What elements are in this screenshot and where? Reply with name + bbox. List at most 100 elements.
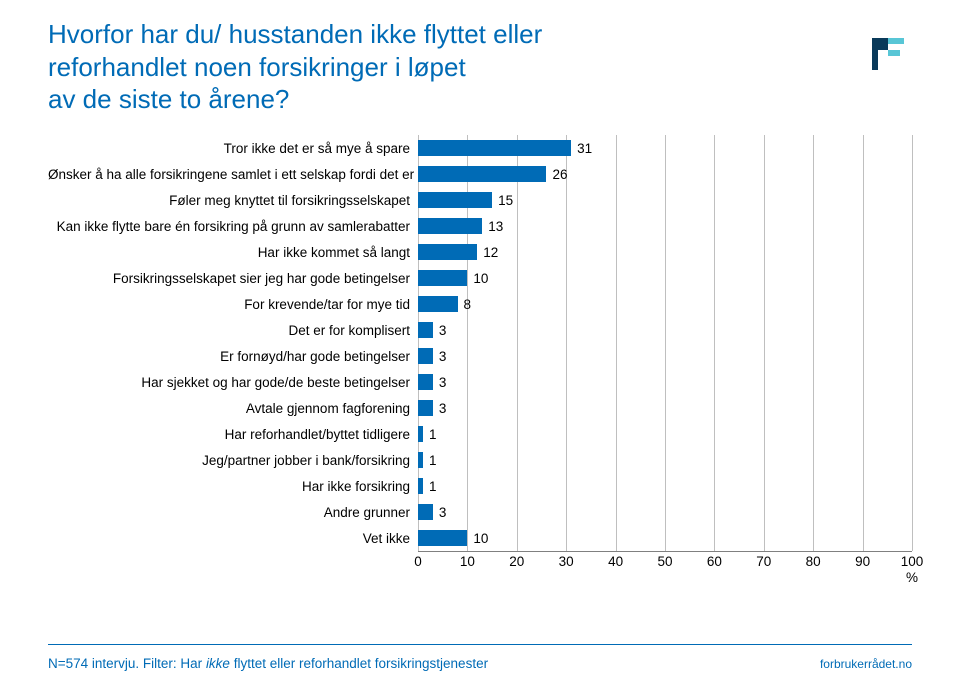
chart-bar-value: 13 [488,219,503,234]
x-axis-tick: 80 [806,554,821,569]
chart-row-label: Har sjekket og har gode/de beste betinge… [48,375,418,390]
chart-row-bar-area: 3 [418,369,912,395]
chart-row: Det er for komplisert3 [48,317,912,343]
chart-bar [418,400,433,416]
chart-row-bar-area: 3 [418,343,912,369]
chart-row-label: Har ikke forsikring [48,479,418,494]
chart-bar-value: 1 [429,427,437,442]
chart-bar-value: 3 [439,349,447,364]
chart-bar [418,348,433,364]
bar-chart: Tror ikke det er så mye å spare31Ønsker … [48,135,912,585]
chart-row-label: Vet ikke [48,531,418,546]
chart-row-bar-area: 15 [418,187,912,213]
chart-row-label: Forsikringsselskapet sier jeg har gode b… [48,271,418,286]
chart-bar-value: 26 [552,167,567,182]
x-axis-tick: 50 [657,554,672,569]
chart-row-bar-area: 3 [418,317,912,343]
chart-bar [418,166,546,182]
chart-bar [418,530,467,546]
chart-row: For krevende/tar for mye tid 8 [48,291,912,317]
title-line-1: Hvorfor har du/ husstanden ikke flyttet … [48,19,542,49]
chart-row: Ønsker å ha alle forsikringene samlet i … [48,161,912,187]
chart-row: Forsikringsselskapet sier jeg har gode b… [48,265,912,291]
chart-row: Tror ikke det er så mye å spare 31 [48,135,912,161]
x-axis-tick: 40 [608,554,623,569]
footer-note-suffix: flyttet eller reforhandlet forsikringstj… [230,656,488,671]
chart-bar [418,140,571,156]
chart-bar [418,244,477,260]
brand-logo [864,30,912,78]
chart-row: Har ikke forsikring 1 [48,473,912,499]
chart-bar [418,426,423,442]
chart-row-label: Avtale gjennom fagforening [48,401,418,416]
chart-row-label: Ønsker å ha alle forsikringene samlet i … [48,167,418,182]
chart-row: Vet ikke 10 [48,525,912,551]
chart-row-label: Har reforhandlet/byttet tidligere [48,427,418,442]
chart-row-bar-area: 13 [418,213,912,239]
x-axis-tick: 90 [855,554,870,569]
chart-bar [418,192,492,208]
x-axis-tick: 0 [414,554,422,569]
chart-row-bar-area: 3 [418,395,912,421]
x-axis-tick: 100 [901,554,924,569]
chart-row-bar-area: 1 [418,447,912,473]
chart-row-bar-area: 10 [418,265,912,291]
chart-bar [418,374,433,390]
chart-row: Er fornøyd/har gode betingelser3 [48,343,912,369]
chart-row-bar-area: 12 [418,239,912,265]
footer-note-italic: ikke [206,656,230,671]
chart-bar [418,270,467,286]
chart-bar [418,478,423,494]
chart-row-bar-area: 26 [418,161,912,187]
chart-bar [418,218,482,234]
chart-row-label: Tror ikke det er så mye å spare [48,141,418,156]
chart-bar [418,296,458,312]
chart-row-bar-area: 3 [418,499,912,525]
chart-bar-value: 1 [429,453,437,468]
chart-bar-value: 10 [473,271,488,286]
chart-x-axis: 0102030405060708090100% [418,551,912,585]
chart-bar [418,504,433,520]
x-axis-tick: 10 [460,554,475,569]
footer-rule [48,644,912,645]
chart-bar-value: 10 [473,531,488,546]
chart-row: Andre grunner 3 [48,499,912,525]
chart-row-label: Jeg/partner jobber i bank/forsikring [48,453,418,468]
chart-bar-value: 3 [439,375,447,390]
title-line-2: reforhandlet noen forsikringer i løpet [48,52,466,82]
footer-brand-url: forbrukerrådet.no [820,657,912,671]
chart-bar-value: 31 [577,141,592,156]
chart-bar-value: 3 [439,401,447,416]
page-title: Hvorfor har du/ husstanden ikke flyttet … [48,18,648,116]
chart-row-label: For krevende/tar for mye tid [48,297,418,312]
chart-row: Har reforhandlet/byttet tidligere 1 [48,421,912,447]
chart-plot-area: Tror ikke det er så mye å spare31Ønsker … [48,135,912,551]
chart-row-label: Kan ikke flytte bare én forsikring på gr… [48,219,418,234]
title-line-3: av de siste to årene? [48,84,289,114]
chart-row-label: Føler meg knyttet til forsikringsselskap… [48,193,418,208]
chart-row-bar-area: 1 [418,421,912,447]
chart-row-bar-area: 8 [418,291,912,317]
chart-bar-value: 15 [498,193,513,208]
chart-row-bar-area: 1 [418,473,912,499]
chart-bar-value: 3 [439,323,447,338]
chart-bar [418,452,423,468]
chart-row-label: Andre grunner [48,505,418,520]
x-axis-unit: % [906,570,918,585]
chart-row-bar-area: 31 [418,135,912,161]
chart-bar-value: 12 [483,245,498,260]
x-axis-tick: 20 [509,554,524,569]
x-axis-baseline [418,551,912,552]
footer-note-prefix: N=574 intervju. Filter: Har [48,656,206,671]
chart-row: Jeg/partner jobber i bank/forsikring 1 [48,447,912,473]
footer-note: N=574 intervju. Filter: Har ikke flyttet… [48,656,488,671]
chart-row: Har ikke kommet så langt 12 [48,239,912,265]
chart-bar-value: 8 [464,297,472,312]
chart-row: Kan ikke flytte bare én forsikring på gr… [48,213,912,239]
chart-bar-value: 1 [429,479,437,494]
chart-row-label: Har ikke kommet så langt [48,245,418,260]
chart-row: Avtale gjennom fagforening 3 [48,395,912,421]
chart-bar-value: 3 [439,505,447,520]
chart-row-bar-area: 10 [418,525,912,551]
x-axis-tick: 30 [559,554,574,569]
